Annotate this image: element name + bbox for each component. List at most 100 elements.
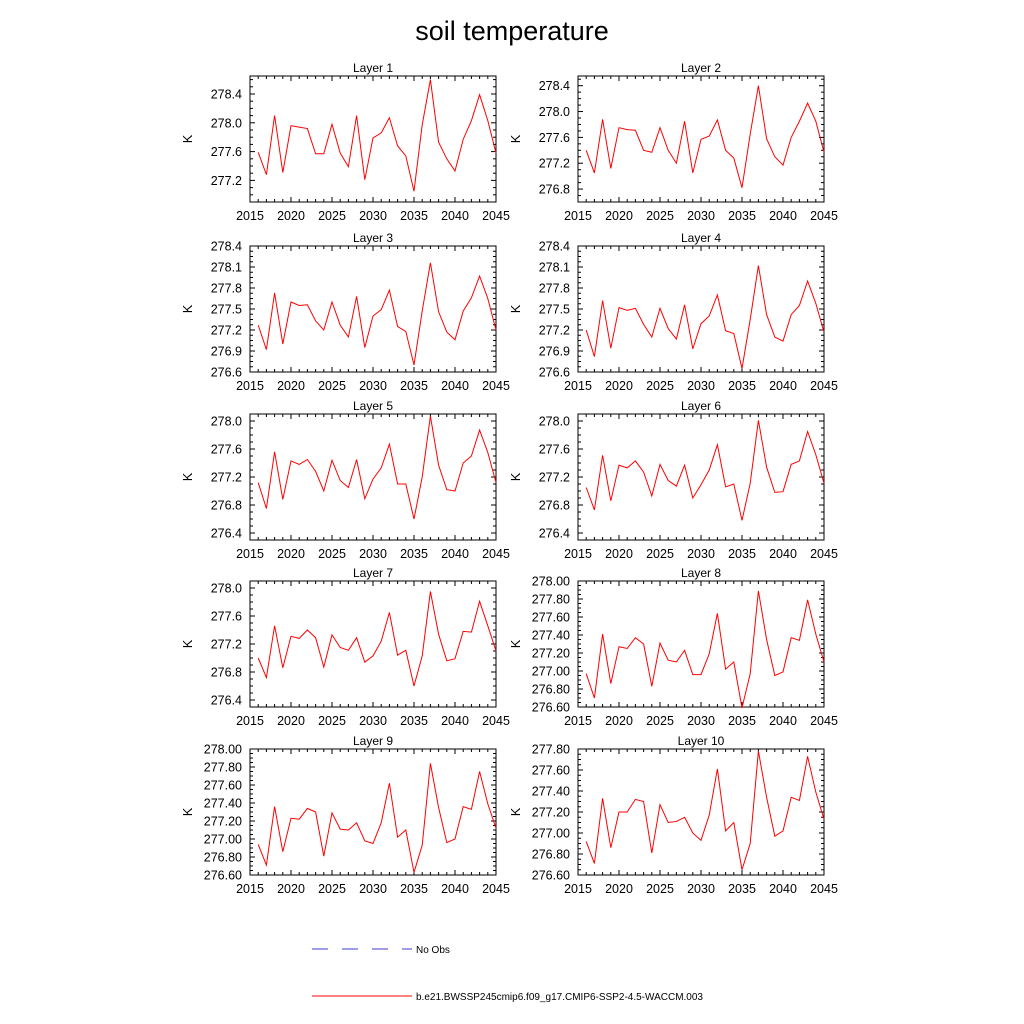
y-tick-label: 277.60	[532, 764, 570, 778]
x-tick-label: 2025	[318, 882, 346, 896]
x-tick-label: 2035	[728, 547, 756, 561]
x-tick-label: 2020	[605, 714, 633, 728]
panel-layer-6: Layer 6 2015 2020 2025 2030 2035 2040 2045 276.4…	[509, 399, 838, 561]
x-tick-label: 2035	[400, 714, 428, 728]
x-tick-label: 2030	[359, 714, 387, 728]
panel-title-layer-1: Layer 1	[353, 61, 393, 75]
plot-frame-layer-8	[577, 580, 825, 708]
x-tick-label: 2025	[318, 547, 346, 561]
panel-layer-3: Layer 3 2015 2020 2025 2030 2035 2040 2045 276.6…	[181, 231, 510, 393]
panel-title-layer-10: Layer 10	[678, 734, 725, 748]
panel-title-layer-2: Layer 2	[681, 61, 721, 75]
y-tick-label: 278.4	[211, 240, 242, 254]
y-tick-label: 277.40	[532, 629, 570, 643]
panel-layer-4: Layer 4 2015 2020 2025 2030 2035 2040 2045 276.6…	[509, 231, 838, 393]
y-tick-label: 276.80	[204, 851, 242, 865]
x-tick-label: 2045	[482, 547, 510, 561]
x-tick-label: 2040	[769, 547, 797, 561]
x-tick-label: 2045	[810, 379, 838, 393]
y-tick-label: 276.8	[211, 666, 242, 680]
x-tick-label: 2035	[400, 882, 428, 896]
x-tick-label: 2035	[728, 714, 756, 728]
y-tick-label: 277.8	[539, 282, 570, 296]
y-tick-label: 276.6	[539, 366, 570, 380]
panel-title-layer-3: Layer 3	[353, 231, 393, 245]
panel-layer-9: Layer 9 2015 2020 2025 2030 2035 2040 2045 276.6…	[181, 734, 510, 896]
x-tick-label: 2015	[236, 379, 264, 393]
y-axis-label-layer-4: K	[509, 304, 523, 313]
x-tick-label: 2015	[236, 714, 264, 728]
y-tick-label: 276.8	[211, 499, 242, 513]
x-tick-label: 2040	[441, 379, 469, 393]
x-tick-label: 2025	[318, 209, 346, 223]
plot-frame-layer-9	[249, 748, 497, 876]
x-tick-label: 2015	[564, 209, 592, 223]
series-line-layer-7	[257, 591, 497, 687]
y-tick-label: 276.8	[539, 499, 570, 513]
y-tick-label: 277.6	[211, 145, 242, 159]
panel-layer-2: Layer 2 2015 2020 2025 2030 2035 2040 2045 276.8…	[509, 61, 838, 223]
y-tick-label: 277.2	[211, 324, 242, 338]
y-tick-label: 276.8	[539, 183, 570, 197]
y-axis-label-layer-10: K	[509, 807, 523, 816]
x-tick-label: 2020	[605, 882, 633, 896]
y-tick-label: 278.0	[539, 415, 570, 429]
y-tick-label: 277.40	[532, 785, 570, 799]
y-tick-label: 276.60	[532, 701, 570, 715]
x-tick-label: 2020	[277, 882, 305, 896]
x-tick-label: 2035	[728, 379, 756, 393]
y-axis-label-layer-6: K	[509, 472, 523, 481]
y-tick-label: 276.4	[539, 527, 570, 541]
y-tick-label: 276.4	[211, 694, 242, 708]
x-tick-label: 2045	[482, 209, 510, 223]
y-tick-label: 277.20	[204, 815, 242, 829]
x-tick-label: 2040	[769, 209, 797, 223]
series-line-layer-4	[585, 265, 825, 369]
y-tick-label: 276.60	[204, 869, 242, 883]
x-tick-label: 2020	[605, 379, 633, 393]
y-tick-label: 277.2	[539, 324, 570, 338]
y-tick-label: 276.9	[539, 345, 570, 359]
x-tick-label: 2030	[687, 714, 715, 728]
y-tick-label: 277.00	[532, 665, 570, 679]
y-tick-label: 277.8	[211, 282, 242, 296]
y-tick-label: 277.60	[204, 779, 242, 793]
x-tick-label: 2020	[277, 379, 305, 393]
panel-title-layer-6: Layer 6	[681, 399, 721, 413]
x-tick-label: 2045	[810, 714, 838, 728]
x-tick-label: 2015	[564, 714, 592, 728]
panel-layer-7: Layer 7 2015 2020 2025 2030 2035 2040 2045 276.4…	[181, 566, 510, 728]
y-tick-label: 276.80	[532, 683, 570, 697]
x-tick-label: 2030	[359, 882, 387, 896]
y-tick-label: 277.2	[211, 638, 242, 652]
x-tick-label: 2015	[564, 882, 592, 896]
y-tick-label: 277.80	[532, 743, 570, 757]
y-tick-label: 278.0	[211, 415, 242, 429]
x-tick-label: 2030	[359, 379, 387, 393]
x-tick-label: 2040	[441, 547, 469, 561]
x-tick-label: 2025	[646, 209, 674, 223]
y-tick-label: 276.4	[211, 527, 242, 541]
y-tick-label: 277.00	[204, 833, 242, 847]
x-tick-label: 2015	[236, 882, 264, 896]
y-axis-label-layer-1: K	[181, 134, 195, 143]
panel-layer-8: Layer 8 2015 2020 2025 2030 2035 2040 2045 276.6…	[509, 566, 838, 728]
y-tick-label: 276.6	[211, 366, 242, 380]
panel-layer-1: Layer 1 2015 2020 2025 2030 2035 2040 2045 277.2…	[181, 61, 510, 223]
plot-frame-layer-4	[577, 245, 825, 373]
y-tick-label: 276.60	[532, 869, 570, 883]
x-tick-label: 2030	[687, 547, 715, 561]
y-tick-label: 278.0	[539, 105, 570, 119]
y-tick-label: 277.6	[211, 610, 242, 624]
panel-title-layer-8: Layer 8	[681, 566, 721, 580]
x-tick-label: 2025	[318, 379, 346, 393]
plot-frame-layer-3	[249, 245, 497, 373]
series-line-layer-6	[585, 420, 825, 521]
x-tick-label: 2020	[605, 209, 633, 223]
y-tick-label: 277.20	[532, 647, 570, 661]
y-tick-label: 278.4	[539, 79, 570, 93]
panel-layer-10: Layer 10 2015 2020 2025 2030 2035 2040 2045 276.…	[509, 734, 838, 896]
y-tick-label: 277.6	[539, 131, 570, 145]
legend-label-model: b.e21.BWSSP245cmip6.f09_g17.CMIP6-SSP2-4…	[416, 992, 703, 1003]
y-tick-label: 277.6	[211, 443, 242, 457]
